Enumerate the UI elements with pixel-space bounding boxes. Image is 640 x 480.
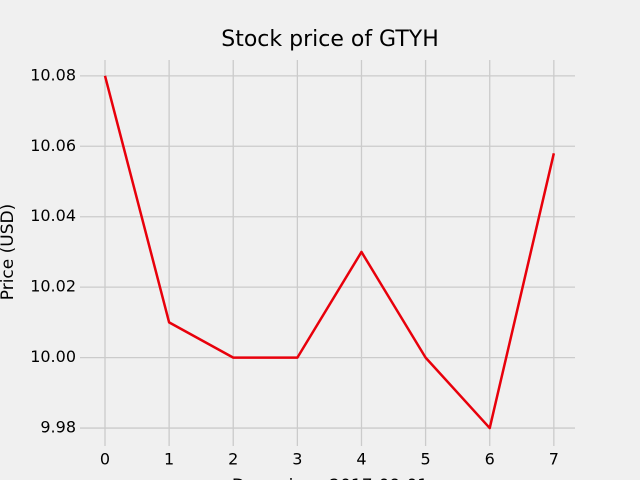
- x-tick-label: 2: [228, 450, 238, 469]
- x-tick-label: 7: [549, 450, 559, 469]
- x-tick-label: 4: [356, 450, 366, 469]
- y-tick-label: 10.02: [30, 277, 76, 296]
- x-tick-label: 1: [164, 450, 174, 469]
- price-line: [103, 75, 556, 430]
- x-axis-label: Days since 2017-09-01: [232, 476, 428, 480]
- x-tick-label: 3: [292, 450, 302, 469]
- y-tick-label: 10.00: [30, 347, 76, 366]
- y-tick-label: 10.08: [30, 65, 76, 84]
- y-axis-label: Price (USD): [0, 204, 18, 300]
- y-tick-label: 10.06: [30, 136, 76, 155]
- y-tick-label: 10.04: [30, 206, 76, 225]
- x-tick-label: 6: [485, 450, 495, 469]
- x-tick-label: 5: [421, 450, 431, 469]
- y-tick-label: 9.98: [40, 418, 76, 437]
- x-tick-label: 0: [100, 450, 110, 469]
- chart-title: Stock price of GTYH: [221, 27, 439, 52]
